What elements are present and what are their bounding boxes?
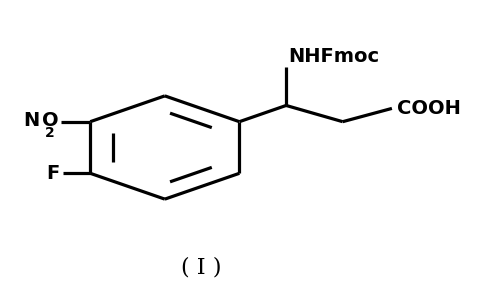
Text: O: O (42, 111, 58, 130)
Text: ( I ): ( I ) (182, 257, 222, 279)
Text: 2: 2 (45, 126, 54, 140)
Text: N: N (23, 111, 39, 130)
Text: F: F (46, 164, 59, 183)
Text: COOH: COOH (397, 99, 461, 118)
Text: NHFmoc: NHFmoc (289, 47, 380, 66)
